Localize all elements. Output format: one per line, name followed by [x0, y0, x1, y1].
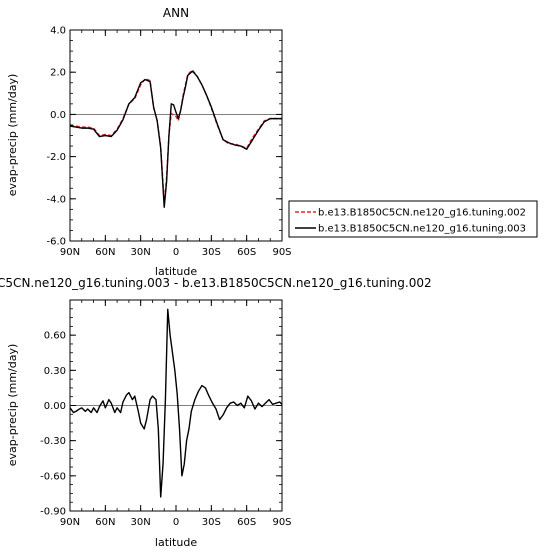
- top-y-tick-label: -6.0: [46, 237, 66, 248]
- bottom-x-tick-label: 30S: [202, 517, 221, 528]
- top-y-axis-title: evap-precip (mm/day): [6, 74, 19, 197]
- bottom-y-tick-label: -0.30: [40, 436, 66, 447]
- bottom-x-tick-label: 60N: [95, 517, 115, 528]
- top-y-tick-label: 2.0: [50, 68, 66, 79]
- bottom-x-tick-label: 30N: [131, 517, 151, 528]
- top-y-tick-label: -2.0: [46, 152, 66, 163]
- bottom-series-line-0: [69, 308, 283, 498]
- top-x-tick-label: 90N: [60, 247, 80, 258]
- bottom-panel: b.e13.B1850C5CN.ne120_g16.tuning.003 - b…: [0, 276, 432, 549]
- bottom-y-axis-title: evap-precip (mm/day): [6, 344, 19, 467]
- bottom-x-tick-label: 60S: [237, 517, 256, 528]
- bottom-x-tick-label: 90N: [60, 517, 80, 528]
- top-panel: ANN -6.0 -4.0 -2.0 0.0 2.0 4.0 90N 60N 30N 0 30S 6…: [6, 6, 292, 278]
- top-y-tick-label: 4.0: [50, 26, 66, 37]
- bottom-y-tick-label: 0.60: [44, 331, 66, 342]
- top-x-tick-label: 30S: [202, 247, 221, 258]
- bottom-chart-title: b.e13.B1850C5CN.ne120_g16.tuning.003 - b…: [0, 276, 432, 290]
- top-x-tick-label: 90S: [272, 247, 291, 258]
- top-chart-title: ANN: [163, 6, 189, 20]
- bottom-y-tick-label: 0.00: [44, 401, 66, 412]
- top-x-tick-label: 0: [173, 247, 179, 258]
- bottom-x-tick-label: 90S: [272, 517, 291, 528]
- top-x-tick-label: 60N: [95, 247, 115, 258]
- bottom-y-tick-label: -0.90: [40, 507, 66, 518]
- bottom-y-tick-label: 0.30: [44, 366, 66, 377]
- top-y-tick-label: 0.0: [50, 110, 66, 121]
- top-y-tick-label: -4.0: [46, 194, 66, 205]
- top-series-line-1: [69, 70, 282, 208]
- bottom-x-axis-title: latitude: [155, 536, 197, 549]
- top-x-tick-label: 60S: [237, 247, 256, 258]
- legend-box: [288, 200, 538, 238]
- legend-label-tuning-003: b.e13.B1850C5CN.ne120_g16.tuning.003: [318, 224, 526, 235]
- top-x-tick-label: 30N: [131, 247, 151, 258]
- legend: b.e13.B1850C5CN.ne120_g16.tuning.002 b.e…: [288, 200, 538, 238]
- bottom-x-tick-label: 0: [173, 517, 179, 528]
- bottom-y-tick-label: -0.60: [40, 471, 66, 482]
- legend-label-tuning-002: b.e13.B1850C5CN.ne120_g16.tuning.002: [318, 208, 526, 219]
- top-x-axis-title: latitude: [155, 265, 197, 278]
